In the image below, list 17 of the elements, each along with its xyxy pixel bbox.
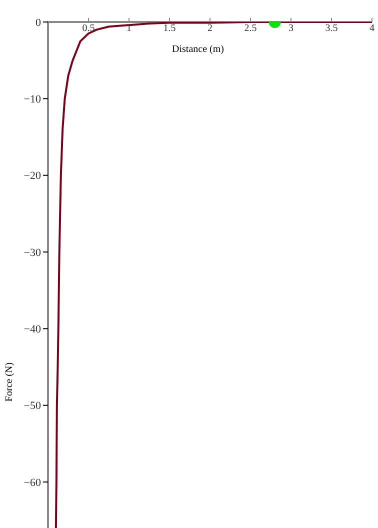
y-tick-label: −10 [24,94,42,106]
y-axis-title: Force (N) [4,362,15,402]
x-tick-label: 3.5 [325,23,338,34]
y-tick-label: −30 [24,246,42,259]
x-tick-label: 2.5 [244,23,257,34]
y-tick-label: −60 [24,476,42,489]
y-tick-label: −50 [24,400,42,412]
x-tick-label: 1 [126,23,132,34]
x-tick-label: 4 [370,23,374,34]
x-tick-label: 0.5 [82,23,95,34]
x-tick-label: 2 [208,23,212,34]
x-tick-label: 1.5 [163,23,176,34]
y-tick-label: −20 [24,170,42,182]
x-axis-title: Distance (m) [172,44,224,55]
y-tick-label: 0 [36,16,42,29]
x-tick-label: 3 [288,23,294,34]
y-tick-label: −40 [24,324,42,336]
